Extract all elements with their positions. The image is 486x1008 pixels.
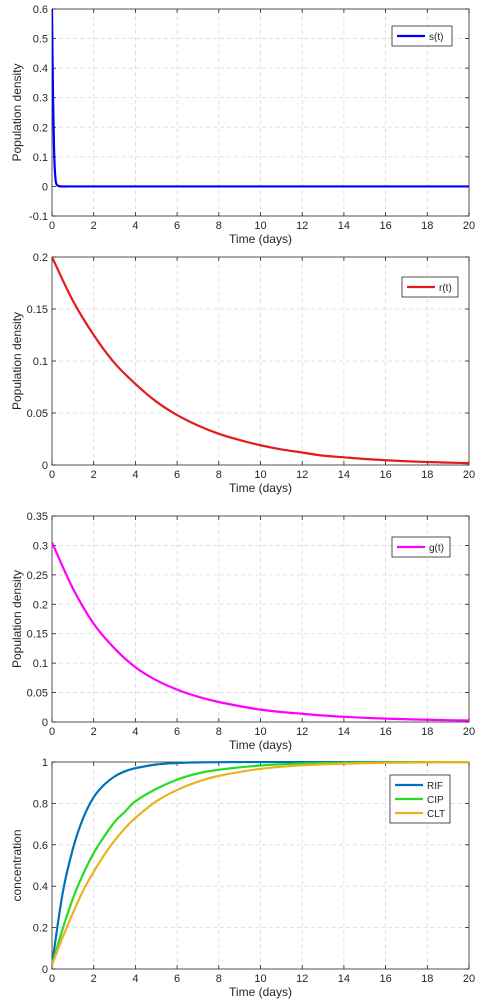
y-tick-label: 0.1 xyxy=(33,152,48,164)
series-line-rt xyxy=(52,256,469,465)
x-axis-label: Time (days) xyxy=(229,738,292,752)
x-tick-label: 0 xyxy=(49,726,55,738)
x-tick-label: 2 xyxy=(91,469,97,481)
y-tick-label: 0.3 xyxy=(33,540,48,552)
y-tick-label: 0 xyxy=(42,964,48,976)
y-tick-label: 0.4 xyxy=(33,63,48,75)
y-tick-label: 0.2 xyxy=(33,599,48,611)
x-tick-label: 2 xyxy=(91,220,97,232)
x-tick-label: 6 xyxy=(174,469,180,481)
x-tick-label: 18 xyxy=(421,726,433,738)
x-tick-label: 4 xyxy=(132,220,138,232)
chart-panel-2: 0 2 4 6 8 10 12 14 16 18 20 0 0.05 0.1 0.15 0.2 Time (da… xyxy=(10,252,475,495)
x-tick-label: 16 xyxy=(379,220,391,232)
x-tick-label: 0 xyxy=(49,973,55,985)
series-line-st xyxy=(52,8,469,188)
y-tick-label: 0 xyxy=(42,460,48,472)
x-axis-label: Time (days) xyxy=(229,232,292,246)
x-tick-label: 16 xyxy=(379,726,391,738)
legend: r(t) xyxy=(401,276,459,298)
legend-label-cip: CIP xyxy=(427,795,444,806)
legend-label-rt: r(t) xyxy=(439,283,452,294)
x-tick-label: 14 xyxy=(338,469,350,481)
x-tick-label: 18 xyxy=(421,469,433,481)
y-tick-label: 0.8 xyxy=(33,798,48,810)
x-tick-label: 20 xyxy=(463,726,475,738)
y-tick-label: 0.6 xyxy=(33,840,48,852)
y-tick-label: 0.4 xyxy=(33,881,48,893)
x-tick-label: 14 xyxy=(338,726,350,738)
x-axis-label: Time (days) xyxy=(229,985,292,999)
plot-area xyxy=(52,257,469,465)
x-tick-label: 12 xyxy=(296,220,308,232)
x-tick-label: 8 xyxy=(216,726,222,738)
legend-label-clt: CLT xyxy=(427,809,445,820)
y-tick-label: 0 xyxy=(42,181,48,193)
x-tick-label: 6 xyxy=(174,973,180,985)
y-tick-label: 0.2 xyxy=(33,923,48,935)
x-tick-label: 2 xyxy=(91,973,97,985)
x-tick-label: 20 xyxy=(463,469,475,481)
x-tick-label: 8 xyxy=(216,469,222,481)
y-tick-label: 0.5 xyxy=(33,34,48,46)
x-tick-label: 8 xyxy=(216,220,222,232)
legend-label-gt: g(t) xyxy=(429,543,444,554)
x-tick-label: 8 xyxy=(216,973,222,985)
x-tick-label: 14 xyxy=(338,973,350,985)
series-line-clt xyxy=(52,761,469,966)
y-tick-label: 0.15 xyxy=(27,629,48,641)
y-axis-label: Population density xyxy=(10,570,24,668)
y-tick-label: 0.15 xyxy=(27,304,48,316)
legend: s(t) xyxy=(391,25,453,47)
x-tick-label: 18 xyxy=(421,220,433,232)
chart-panel-3: 0 2 4 6 8 10 12 14 16 18 20 0 0.05 0.1 0.15 0.2 0.25 0.3 0… xyxy=(10,511,475,752)
x-tick-label: 12 xyxy=(296,469,308,481)
x-tick-label: 4 xyxy=(132,726,138,738)
y-tick-label: -0.1 xyxy=(29,211,48,223)
x-tick-label: 18 xyxy=(421,973,433,985)
x-tick-label: 6 xyxy=(174,726,180,738)
y-tick-label: 0.1 xyxy=(33,356,48,368)
y-tick-label: 0.1 xyxy=(33,658,48,670)
legend-label-st: s(t) xyxy=(429,32,443,43)
x-tick-label: 10 xyxy=(254,726,266,738)
x-tick-label: 16 xyxy=(379,469,391,481)
y-tick-label: 0.2 xyxy=(33,252,48,264)
y-tick-label: 0.6 xyxy=(33,4,48,16)
x-tick-label: 12 xyxy=(296,726,308,738)
x-tick-label: 6 xyxy=(174,220,180,232)
series-line-gt xyxy=(52,542,469,722)
x-tick-label: 0 xyxy=(49,469,55,481)
chart-panel-4: 0 2 4 6 8 10 12 14 16 18 20 0 0.2 0.4 0.6 0.8 1 Time (day… xyxy=(10,757,475,999)
x-tick-label: 10 xyxy=(254,220,266,232)
legend: RIF CIP CLT xyxy=(389,774,451,824)
x-tick-label: 4 xyxy=(132,469,138,481)
y-tick-label: 0.05 xyxy=(27,688,48,700)
legend-label-rif: RIF xyxy=(427,781,443,792)
x-tick-label: 4 xyxy=(132,973,138,985)
x-tick-label: 2 xyxy=(91,726,97,738)
x-tick-label: 10 xyxy=(254,973,266,985)
x-tick-label: 20 xyxy=(463,973,475,985)
y-tick-label: 0.2 xyxy=(33,122,48,134)
y-axis-label: Population density xyxy=(10,63,24,161)
y-tick-label: 0.05 xyxy=(27,408,48,420)
x-tick-label: 0 xyxy=(49,220,55,232)
legend: g(t) xyxy=(391,536,451,558)
y-tick-label: 1 xyxy=(42,757,48,769)
y-tick-label: 0 xyxy=(42,717,48,729)
y-tick-label: 0.3 xyxy=(33,93,48,105)
y-axis-label: concentration xyxy=(10,829,24,901)
x-tick-label: 14 xyxy=(338,220,350,232)
y-axis-label: Population density xyxy=(10,312,24,410)
y-tick-label: 0.25 xyxy=(27,570,48,582)
x-tick-label: 12 xyxy=(296,973,308,985)
x-tick-label: 20 xyxy=(463,220,475,232)
chart-panel-1: 0 2 4 6 8 10 12 14 16 18 20-0.100.10.20.30.40.50.6… xyxy=(10,4,475,246)
y-tick-label: 0.35 xyxy=(27,511,48,523)
x-tick-label: 16 xyxy=(379,973,391,985)
x-axis-label: Time (days) xyxy=(229,481,292,495)
x-tick-label: 10 xyxy=(254,469,266,481)
